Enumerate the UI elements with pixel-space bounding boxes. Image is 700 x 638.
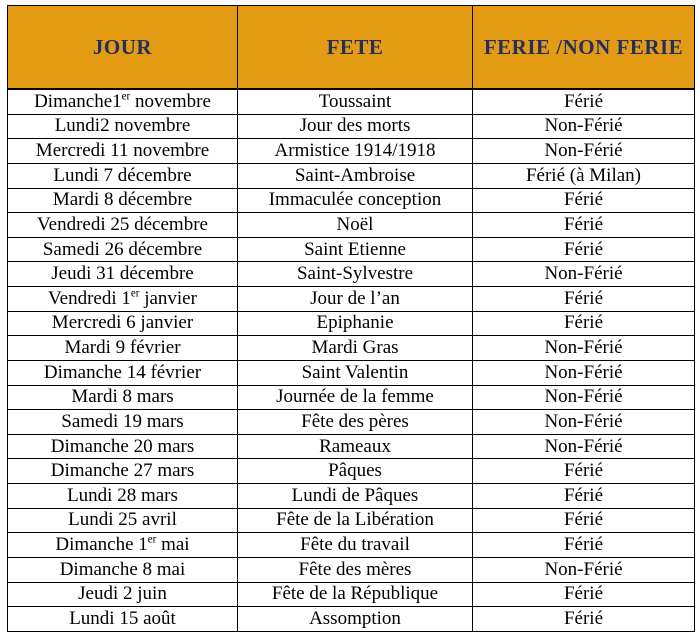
fete-cell: Fête du travail xyxy=(237,532,473,558)
fete-cell: Noël xyxy=(237,212,473,238)
fete-cell: Armistice 1914/1918 xyxy=(237,138,473,164)
table-row: Mardi 9 février Mardi Gras Non-Férié xyxy=(7,335,695,361)
statut-cell: Non-Férié xyxy=(472,556,695,583)
jour-cell: Lundi 28 mars xyxy=(7,483,238,509)
jour-cell: Mardi 9 février xyxy=(7,335,238,361)
statut-cell: Férié xyxy=(472,606,695,632)
fete-cell: Fête de la Libération xyxy=(237,507,473,534)
jour-cell: Vendredi 1er janvier xyxy=(7,286,238,312)
table-row: Jeudi 2 juin Fête de la République Férié xyxy=(7,581,695,608)
statut-cell: Férié xyxy=(472,236,695,263)
statut-cell: Férié xyxy=(472,286,695,312)
table-row: Dimanche 20 mars Rameaux Non-Férié xyxy=(7,433,695,460)
statut-cell: Férié xyxy=(472,581,695,608)
table-row: Mercredi 11 novembre Armistice 1914/1918 N… xyxy=(7,138,695,164)
fete-cell: Fête de la République xyxy=(237,581,473,608)
statut-cell: Férié xyxy=(472,458,695,485)
header-cell-ferie: FERIE /NON FERIE xyxy=(472,5,695,90)
jour-cell: Jeudi 31 décembre xyxy=(7,261,238,288)
fete-cell: Jour des morts xyxy=(237,113,473,140)
statut-cell: Férié xyxy=(472,483,695,509)
table-row: Jeudi 31 décembre Saint-Sylvestre Non-Féri… xyxy=(7,261,695,288)
table-row: Dimanche 27 mars Pâques Férié xyxy=(7,458,695,485)
table-row: Lundi 25 avril Fête de la Libération Férié xyxy=(7,507,695,534)
fete-cell: Epiphanie xyxy=(237,310,473,337)
table-row: Dimanche 1er mai Fête du travail Férié xyxy=(7,532,695,558)
jour-cell: Mercredi 11 novembre xyxy=(7,138,238,164)
fete-cell: Saint-Ambroise xyxy=(237,162,473,189)
table-row: Samedi 26 décembre Saint Etienne Férié xyxy=(7,236,695,263)
table-row: Vendredi 1er janvier Jour de l’an Férié xyxy=(7,286,695,312)
jour-cell: Dimanche1er novembre xyxy=(7,88,238,115)
statut-cell: Non-Férié xyxy=(472,359,695,386)
fete-cell: Immaculée conception xyxy=(237,187,473,214)
holiday-table: JOUR FETE FERIE /NON FERIE Dimanche1er n… xyxy=(7,5,695,632)
table-row: Samedi 19 mars Fête des pères Non-Férié xyxy=(7,409,695,435)
fete-cell: Pâques xyxy=(237,458,473,485)
table-row: Mardi 8 mars Journée de la femme Non-Férié xyxy=(7,384,695,411)
table-row: Lundi 15 août Assomption Férié xyxy=(7,606,695,632)
table-header: JOUR FETE FERIE /NON FERIE xyxy=(7,5,695,90)
statut-cell: Férié xyxy=(472,88,695,115)
fete-cell: Lundi de Pâques xyxy=(237,483,473,509)
table-row: Lundi 28 mars Lundi de Pâques Férié xyxy=(7,483,695,509)
fete-cell: Fête des mères xyxy=(237,556,473,583)
table-row: Dimanche 8 mai Fête des mères Non-Férié xyxy=(7,556,695,583)
statut-cell: Non-Férié xyxy=(472,409,695,435)
fete-cell: Jour de l’an xyxy=(237,286,473,312)
statut-cell: Non-Férié xyxy=(472,433,695,460)
fete-cell: Saint Valentin xyxy=(237,359,473,386)
jour-cell: Dimanche 8 mai xyxy=(7,556,238,583)
jour-cell: Samedi 19 mars xyxy=(7,409,238,435)
header-cell-fete: FETE xyxy=(237,5,473,90)
table-row: Dimanche1er novembre Toussaint Férié xyxy=(7,88,695,115)
jour-cell: Mercredi 6 janvier xyxy=(7,310,238,337)
jour-cell: Dimanche 1er mai xyxy=(7,532,238,558)
table-row: Mercredi 6 janvier Epiphanie Férié xyxy=(7,310,695,337)
jour-cell: Samedi 26 décembre xyxy=(7,236,238,263)
fete-cell: Toussaint xyxy=(237,88,473,115)
jour-cell: Lundi 25 avril xyxy=(7,507,238,534)
fete-cell: Fête des pères xyxy=(237,409,473,435)
statut-cell: Non-Férié xyxy=(472,113,695,140)
jour-cell: Lundi 15 août xyxy=(7,606,238,632)
jour-cell: Lundi2 novembre xyxy=(7,113,238,140)
table-row: Dimanche 14 février Saint Valentin Non-Fér… xyxy=(7,359,695,386)
holiday-table-body: Dimanche1er novembre Toussaint Férié Lundi2… xyxy=(7,88,695,632)
statut-cell: Non-Férié xyxy=(472,335,695,361)
jour-cell: Jeudi 2 juin xyxy=(7,581,238,608)
table-row: Lundi 7 décembre Saint-Ambroise Férié (à M… xyxy=(7,162,695,189)
fete-cell: Rameaux xyxy=(237,433,473,460)
statut-cell: Férié xyxy=(472,507,695,534)
table-row: Lundi2 novembre Jour des morts Non-Férié xyxy=(7,113,695,140)
fete-cell: Journée de la femme xyxy=(237,384,473,411)
fete-cell: Saint-Sylvestre xyxy=(237,261,473,288)
statut-cell: Férié xyxy=(472,212,695,238)
table-row: Mardi 8 décembre Immaculée conception Féri… xyxy=(7,187,695,214)
jour-cell: Mardi 8 décembre xyxy=(7,187,238,214)
statut-cell: Non-Férié xyxy=(472,138,695,164)
statut-cell: Férié xyxy=(472,532,695,558)
fete-cell: Mardi Gras xyxy=(237,335,473,361)
statut-cell: Non-Férié xyxy=(472,261,695,288)
statut-cell: Férié (à Milan) xyxy=(472,162,695,189)
jour-cell: Dimanche 14 février xyxy=(7,359,238,386)
statut-cell: Férié xyxy=(472,310,695,337)
statut-cell: Non-Férié xyxy=(472,384,695,411)
jour-cell: Dimanche 27 mars xyxy=(7,458,238,485)
header-cell-jour: JOUR xyxy=(7,5,238,90)
jour-cell: Lundi 7 décembre xyxy=(7,162,238,189)
jour-cell: Dimanche 20 mars xyxy=(7,433,238,460)
fete-cell: Assomption xyxy=(237,606,473,632)
fete-cell: Saint Etienne xyxy=(237,236,473,263)
jour-cell: Mardi 8 mars xyxy=(7,384,238,411)
header-row: JOUR FETE FERIE /NON FERIE xyxy=(7,5,695,90)
table-row: Vendredi 25 décembre Noël Férié xyxy=(7,212,695,238)
statut-cell: Férié xyxy=(472,187,695,214)
jour-cell: Vendredi 25 décembre xyxy=(7,212,238,238)
